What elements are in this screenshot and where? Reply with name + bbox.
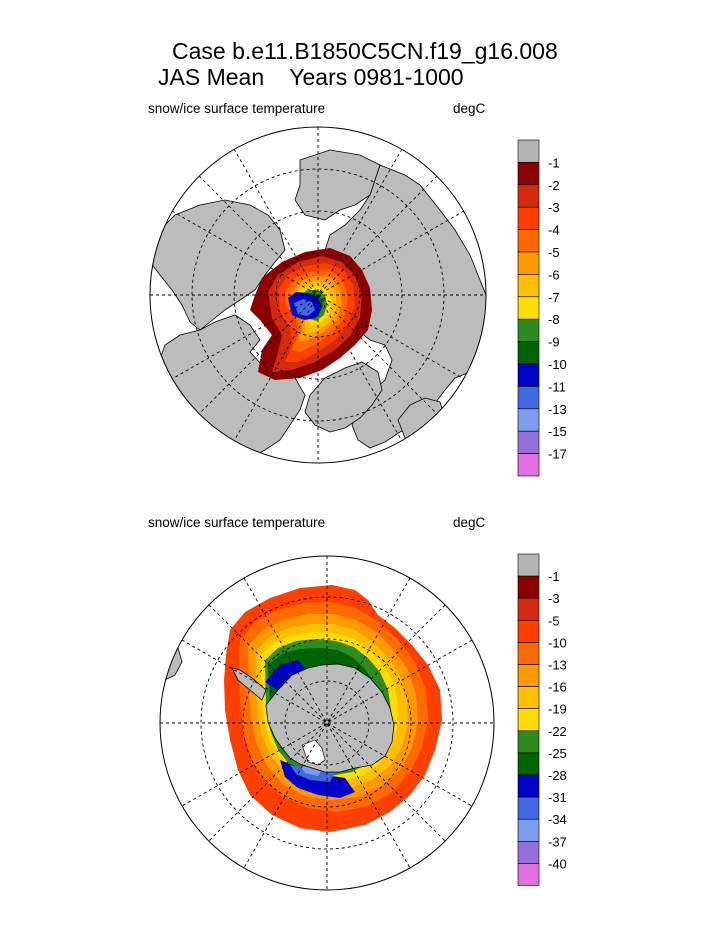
north-colorbar-color-box xyxy=(517,386,540,410)
north-colorbar-color-box xyxy=(517,318,540,342)
north-colorbar-tick-label: -3 xyxy=(548,200,560,215)
north-colorbar-color-box xyxy=(517,341,540,365)
south-colorbar-tick-label: -25 xyxy=(548,746,567,761)
south-land-peninsula xyxy=(231,667,267,701)
north-colorbar-color-box xyxy=(517,296,540,320)
north-colorbar-color-box xyxy=(517,408,540,432)
north-colorbar-tick-label: -1 xyxy=(548,155,560,170)
south-colorbar-color-box xyxy=(517,818,540,842)
north-colorbar-tick-label: -5 xyxy=(548,245,560,260)
south-colorbar-color-box xyxy=(517,752,540,776)
south-colorbar-tick-label: -10 xyxy=(548,635,567,650)
page-subtitle: JAS Mean Years 0981-1000 xyxy=(158,64,464,90)
south-land-ross-ice-shelf xyxy=(301,739,326,766)
south-polar-map xyxy=(159,555,495,891)
north-colorbar-tick-label: -17 xyxy=(548,447,567,462)
south-grid xyxy=(160,556,494,890)
south-colorbar-tick-label: -16 xyxy=(548,680,567,695)
north-colorbar-color-box xyxy=(517,139,540,163)
south-colorbar-tick-label: -34 xyxy=(548,812,567,827)
north-colorbar-color-box xyxy=(517,251,540,275)
north-colorbar-tick-label: -15 xyxy=(548,424,567,439)
south-colorbar-color-box xyxy=(517,708,540,732)
south-colorbar-tick-label: -3 xyxy=(548,591,560,606)
south-colorbar: -1 -3 -5 -10 -13 -16 -19 -22 -25 -28 -31 -34 -37 -40 xyxy=(517,553,567,886)
south-colorbar-tick-label: -40 xyxy=(548,856,567,871)
north-colorbar-tick-label: -2 xyxy=(548,178,560,193)
south-colorbar-tick-label: -5 xyxy=(548,613,560,628)
south-colorbar-tick-label: -31 xyxy=(548,790,567,805)
south-units-label: degC xyxy=(453,515,486,530)
south-colorbar-color-box xyxy=(517,840,540,864)
south-colorbar-color-box xyxy=(517,642,540,665)
north-colorbar-color-box xyxy=(517,363,540,387)
north-ice-field xyxy=(250,248,372,380)
south-colorbar-color-box xyxy=(517,575,540,599)
north-colorbar-tick-label: -6 xyxy=(548,267,560,282)
north-colorbar-color-box xyxy=(517,430,540,454)
north-colorbar-color-box xyxy=(517,229,540,253)
north-land-asia-top xyxy=(294,149,381,221)
south-colorbar-tick-label: -28 xyxy=(548,768,567,783)
north-colorbar-tick-label: -10 xyxy=(548,357,567,372)
north-polar-map xyxy=(149,126,487,464)
south-colorbar-tick-label: -37 xyxy=(548,834,567,849)
north-colorbar-color-box xyxy=(517,274,540,298)
south-map-border xyxy=(159,555,495,891)
south-colorbar-color-box xyxy=(517,730,540,754)
north-land-alaska xyxy=(150,199,286,331)
north-colorbar-tick-label: -13 xyxy=(548,402,567,417)
north-map-border xyxy=(149,126,487,464)
north-colorbar-color-box xyxy=(517,162,540,186)
south-colorbar-color-box xyxy=(517,796,540,820)
north-units-label: degC xyxy=(453,101,486,116)
south-colorbar-color-box xyxy=(517,619,540,643)
south-colorbar-color-box xyxy=(517,597,540,621)
north-colorbar-color-box xyxy=(517,453,540,477)
south-colorbar-tick-label: -19 xyxy=(548,702,567,717)
south-land-antarctica xyxy=(265,663,395,773)
south-colorbar-color-box xyxy=(517,664,540,687)
north-land-greenland xyxy=(304,361,383,433)
south-variable-label: snow/ice surface temperature xyxy=(148,515,326,530)
north-colorbar-color-box xyxy=(517,206,540,230)
north-grid xyxy=(150,127,486,463)
north-colorbar-tick-label: -11 xyxy=(548,379,566,394)
north-colorbar: -1 -2 -3 -4 -5 -6 -7 -8 -9 -10 -11 -13 -15 -17 xyxy=(517,139,567,477)
north-colorbar-tick-label: -8 xyxy=(548,312,560,327)
north-colorbar-tick-label: -4 xyxy=(548,223,560,238)
south-colorbar-tick-label: -1 xyxy=(548,569,560,584)
page-title: Case b.e11.B1850C5CN.f19_g16.008 xyxy=(172,38,558,64)
south-colorbar-color-box xyxy=(517,774,540,798)
south-colorbar-color-box xyxy=(517,863,540,886)
north-colorbar-tick-label: -9 xyxy=(548,335,560,350)
south-colorbar-color-box xyxy=(517,553,540,577)
south-colorbar-tick-label: -13 xyxy=(548,658,567,673)
north-variable-label: snow/ice surface temperature xyxy=(148,101,326,116)
north-colorbar-tick-label: -7 xyxy=(548,290,560,305)
south-colorbar-color-box xyxy=(517,686,540,709)
south-colorbar-tick-label: -22 xyxy=(548,724,567,739)
north-colorbar-color-box xyxy=(517,184,540,208)
